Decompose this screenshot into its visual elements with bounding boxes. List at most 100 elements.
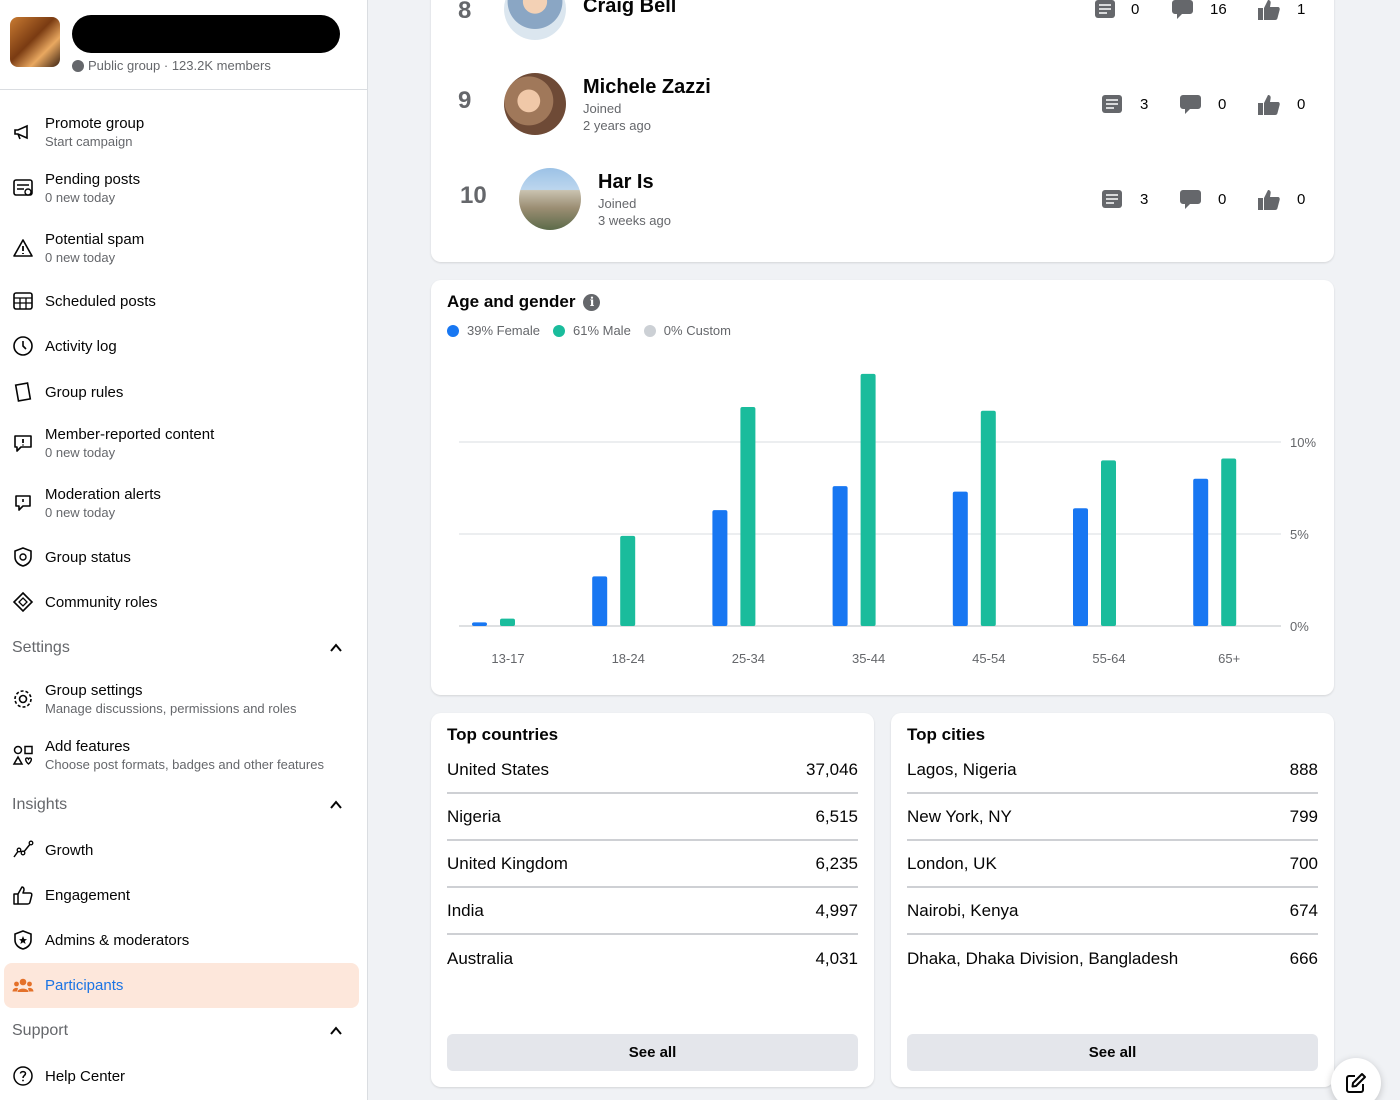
- sidebar-item-participants[interactable]: Participants: [4, 963, 359, 1008]
- nav-title: Pending posts: [45, 171, 141, 188]
- member-joined-ago: 2 years ago: [583, 118, 651, 133]
- info-icon[interactable]: i: [583, 293, 601, 311]
- sidebar-item-group-rules[interactable]: Group rules: [4, 380, 359, 404]
- city-name: Dhaka, Dhaka Division, Bangladesh: [907, 948, 1179, 968]
- member-rank: 10: [460, 182, 487, 209]
- city-row: London, UK 700: [907, 841, 1318, 888]
- sidebar-item-add-features[interactable]: Add features Choose post formats, badges …: [4, 733, 359, 777]
- legend-label: 0% Custom: [663, 323, 731, 338]
- redacted-group-name: [72, 15, 340, 53]
- insights-section-header[interactable]: Insights: [12, 794, 342, 816]
- reaction-icon: [1258, 190, 1280, 210]
- comment-icon: [1180, 95, 1201, 114]
- member-row[interactable]: 9 Michele Zazzi Joined 2 years ago 3 0 0: [431, 70, 1334, 150]
- countries-see-all-button[interactable]: See all: [447, 1034, 858, 1071]
- age-gender-chart: 0% 5% 10% 13-17 18-24 25-34 35-44 45-54 55-64 65+: [459, 373, 1316, 666]
- star-shield-icon: [12, 929, 34, 951]
- member-avatar[interactable]: [504, 73, 566, 135]
- nav-sub: 0 new today: [45, 190, 116, 205]
- city-value: 799: [1289, 806, 1318, 826]
- member-row[interactable]: 10 Har Is Joined 3 weeks ago 3 0 0: [431, 165, 1334, 245]
- sidebar-item-engagement[interactable]: Engagement: [4, 883, 359, 907]
- nav-title: Group status: [45, 548, 131, 566]
- nav-title: Member-reported content: [45, 426, 215, 443]
- legend-item-custom: 0% Custom: [643, 323, 731, 338]
- country-name: India: [447, 900, 484, 920]
- warning-icon: [12, 237, 34, 259]
- chevron-up-icon: [330, 800, 342, 809]
- sidebar-item-help-center[interactable]: Help Center: [4, 1064, 359, 1088]
- sidebar-item-pending-posts[interactable]: Pending posts 0 new today: [4, 166, 359, 210]
- country-value: 4,997: [815, 900, 858, 920]
- posts-count: 0: [1131, 1, 1140, 18]
- posts-icon: [1102, 190, 1122, 208]
- legend-label: 39% Female: [467, 323, 540, 338]
- edit-icon: [1346, 1073, 1366, 1093]
- sidebar-item-promote-group[interactable]: Promote group Start campaign: [4, 110, 359, 154]
- megaphone-icon: [12, 121, 34, 143]
- bar-male: [500, 618, 515, 626]
- globe-icon: [72, 59, 84, 72]
- nav-title: Growth: [45, 841, 94, 859]
- reactions-count: 0: [1297, 191, 1306, 208]
- city-row: Lagos, Nigeria 888: [907, 747, 1318, 794]
- country-value: 6,235: [815, 853, 858, 873]
- city-value: 666: [1289, 948, 1318, 968]
- member-row[interactable]: 8 Craig Bell 0 16 1: [431, 0, 1334, 60]
- member-name[interactable]: Michele Zazzi: [583, 76, 711, 98]
- sidebar-item-group-status[interactable]: Group status: [4, 545, 359, 569]
- sidebar-item-scheduled-posts[interactable]: Scheduled posts: [4, 289, 359, 313]
- sidebar-item-potential-spam[interactable]: Potential spam 0 new today: [4, 226, 359, 270]
- bar-male: [620, 535, 636, 626]
- sidebar-item-member-reported-content[interactable]: Member-reported content 0 new today: [4, 421, 359, 465]
- age-gender-card: Age and gender i 39% Female 61% Male 0% …: [431, 280, 1334, 695]
- help-icon: [12, 1065, 34, 1087]
- country-value: 6,515: [815, 806, 858, 826]
- x-tick-label: 13-17: [491, 651, 524, 666]
- country-name: Nigeria: [447, 806, 501, 826]
- nav-sub: Manage discussions, permissions and role…: [45, 701, 297, 716]
- nav-title: Group settings: [45, 682, 143, 699]
- y-tick-label: 10%: [1290, 435, 1316, 450]
- bar-male: [1101, 460, 1116, 626]
- legend-label: 61% Male: [572, 323, 631, 338]
- bar-female: [832, 486, 848, 626]
- support-section-header[interactable]: Support: [12, 1020, 342, 1042]
- group-avatar[interactable]: [10, 17, 60, 67]
- member-avatar[interactable]: [504, 0, 566, 40]
- bar-male: [860, 373, 876, 626]
- report-icon: [12, 432, 34, 454]
- bar-female: [1193, 478, 1209, 626]
- settings-section-header[interactable]: Settings: [12, 637, 342, 659]
- nav-title: Community roles: [45, 593, 158, 611]
- admin-sidebar: Public group · 123.2K members Promote gr…: [0, 0, 368, 1100]
- sidebar-item-activity-log[interactable]: Activity log: [4, 334, 359, 358]
- nav-title: Participants: [45, 977, 124, 994]
- city-value: 674: [1289, 900, 1318, 920]
- comments-count: 16: [1210, 1, 1227, 18]
- member-name[interactable]: Craig Bell: [583, 0, 677, 17]
- top-countries-title: Top countries: [447, 725, 559, 744]
- comment-icon: [1172, 0, 1193, 19]
- nav-title: Help Center: [45, 1067, 126, 1085]
- cities-see-all-button[interactable]: See all: [907, 1034, 1318, 1071]
- shield-icon: [12, 546, 34, 568]
- sidebar-item-community-roles[interactable]: Community roles: [4, 590, 359, 614]
- country-row: United States 37,046: [447, 747, 858, 794]
- reaction-icon: [1258, 95, 1280, 115]
- member-avatar[interactable]: [519, 168, 581, 230]
- gear-icon: [12, 688, 34, 710]
- member-rank: 9: [458, 87, 472, 114]
- city-row: New York, NY 799: [907, 794, 1318, 841]
- growth-icon: [12, 839, 34, 861]
- sidebar-item-moderation-alerts[interactable]: Moderation alerts 0 new today: [4, 481, 359, 525]
- posts-icon: [1102, 95, 1122, 113]
- sidebar-item-group-settings[interactable]: Group settings Manage discussions, permis…: [4, 677, 359, 721]
- member-name[interactable]: Har Is: [598, 171, 654, 193]
- reactions-count: 1: [1297, 1, 1306, 18]
- sidebar-item-admins-moderators[interactable]: Admins & moderators: [4, 928, 359, 952]
- country-value: 37,046: [806, 759, 858, 779]
- bar-female: [592, 576, 608, 626]
- compose-button[interactable]: [1331, 1058, 1381, 1100]
- sidebar-item-growth[interactable]: Growth: [4, 838, 359, 862]
